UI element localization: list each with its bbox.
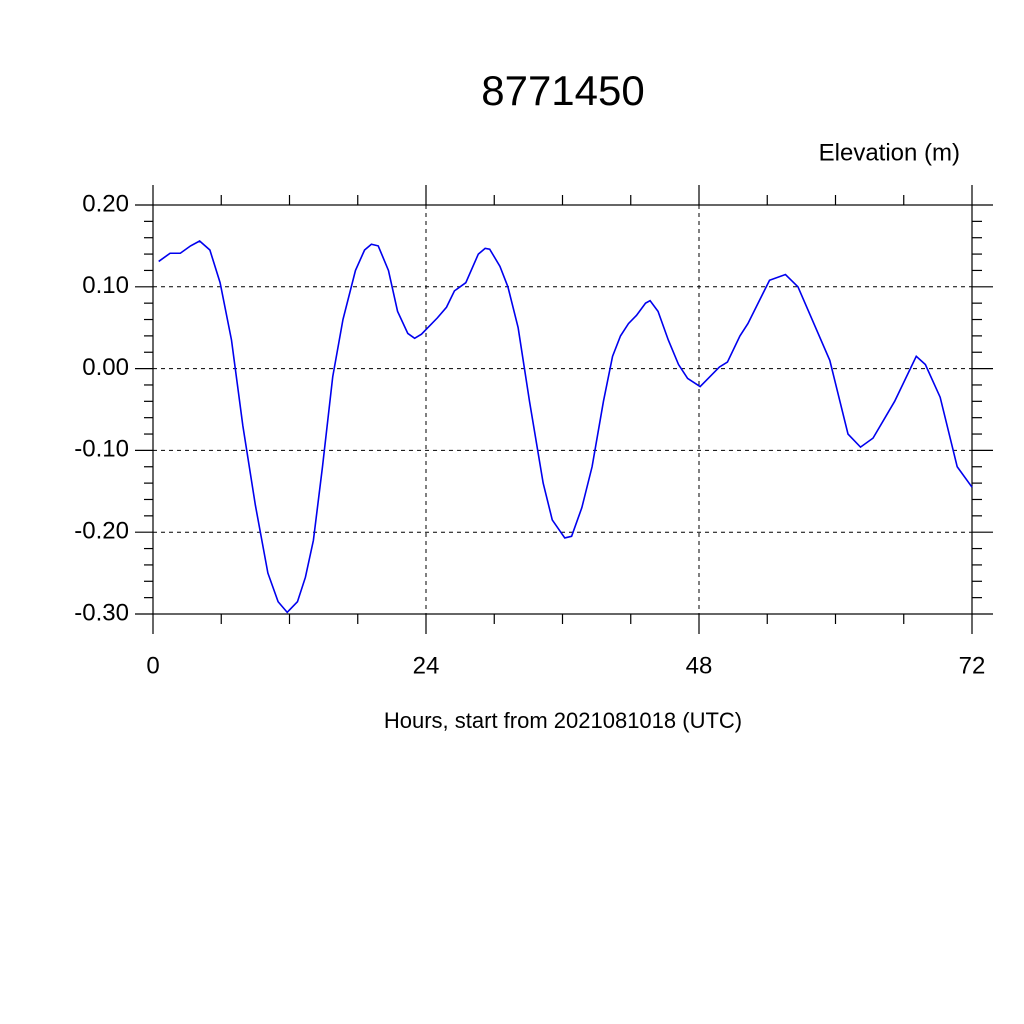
subtitle: Elevation (m) bbox=[819, 139, 960, 166]
x-tick-label: 72 bbox=[959, 652, 986, 679]
plot-frame bbox=[152, 204, 973, 615]
y-tick-label: -0.10 bbox=[74, 436, 129, 463]
y-tick-label: 0.00 bbox=[82, 354, 129, 381]
y-tick-label: -0.30 bbox=[74, 599, 129, 626]
x-tick-label: 24 bbox=[413, 652, 440, 679]
y-tick-label: -0.20 bbox=[74, 518, 129, 545]
x-tick-label: 0 bbox=[146, 652, 159, 679]
x-tick-label: 48 bbox=[686, 652, 713, 679]
data-line bbox=[158, 240, 973, 614]
x-axis-label: Hours, start from 2021081018 (UTC) bbox=[384, 708, 742, 733]
y-tick-label: 0.20 bbox=[82, 190, 129, 217]
y-tick-label: 0.10 bbox=[82, 272, 129, 299]
chart-title: 8771450 bbox=[481, 67, 645, 114]
